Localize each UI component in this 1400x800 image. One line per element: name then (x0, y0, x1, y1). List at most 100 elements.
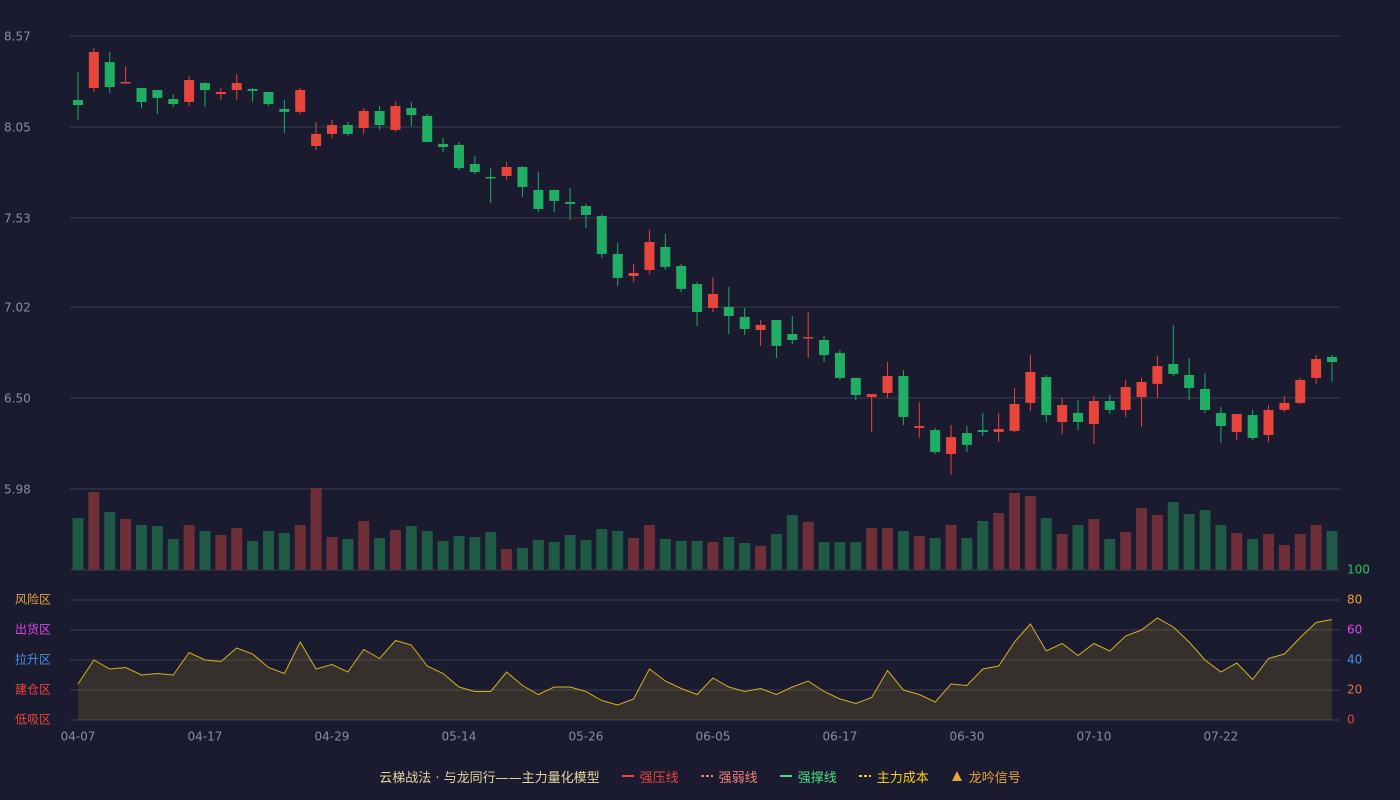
volume-bar (1040, 518, 1052, 570)
volume-bar (913, 536, 925, 570)
legend-item: 主力成本 (858, 767, 929, 786)
candle-body (549, 189, 560, 201)
x-tick-label: 06-05 (695, 730, 730, 744)
legend-title: 云梯战法 · 与龙同行——主力量化模型 (379, 770, 600, 786)
volume-bar (707, 542, 719, 570)
y-tick-label: 6.50 (4, 392, 31, 406)
volume-bar (1088, 519, 1100, 570)
candle-body (787, 334, 798, 340)
candle-body (565, 201, 576, 204)
y2-tick-label: 40 (1347, 653, 1362, 667)
candle-body (628, 272, 639, 276)
candle-body (612, 253, 623, 278)
volume-bar (1278, 545, 1290, 570)
x-tick-label: 07-10 (1076, 730, 1111, 744)
volume-bar (501, 549, 513, 570)
candle-body (834, 352, 845, 378)
candle-body (438, 143, 449, 148)
x-tick-label: 04-17 (188, 730, 223, 744)
candle-body (517, 167, 528, 187)
candle-body (73, 100, 83, 106)
legend-symbol (700, 775, 713, 777)
candle-body (199, 83, 210, 91)
candle-body (707, 293, 718, 308)
volume-bar (183, 525, 195, 570)
candle-body (295, 90, 306, 112)
volume-bar (72, 518, 84, 570)
candle-body (739, 316, 750, 329)
legend-label: 强压线 (639, 770, 679, 786)
candle-body (247, 88, 258, 91)
candle-body (723, 306, 734, 317)
candle-body (533, 189, 544, 209)
volume-bar (564, 535, 576, 570)
volume-bar (1072, 525, 1084, 570)
candle-body (819, 339, 830, 356)
candle-body (1311, 359, 1322, 378)
volume-bar (1326, 531, 1338, 570)
y-tick-label: 8.05 (4, 120, 31, 134)
volume-bar (929, 538, 941, 570)
volume-bar (786, 515, 798, 570)
candle-body (120, 81, 131, 84)
candle-body (1025, 371, 1036, 403)
volume-bar (1215, 525, 1227, 570)
x-tick-label: 05-26 (569, 730, 604, 744)
volume-bar (453, 536, 465, 570)
candle-body (453, 144, 464, 169)
candle-body (152, 90, 163, 98)
candle-body (1184, 374, 1195, 388)
candle-body (1200, 388, 1211, 410)
volume-bar (1120, 532, 1132, 570)
legend: 云梯战法 · 与龙同行——主力量化模型 强压线 强弱线 强撑线 主力成本 龙吟信号 (0, 764, 1400, 788)
candle-body (866, 394, 877, 398)
volume-bar (278, 533, 290, 570)
volume-bar (104, 512, 116, 570)
y-tick-label: 5.98 (4, 483, 31, 497)
candle-body (644, 242, 655, 271)
candle-body (104, 62, 115, 88)
volume-bar (1104, 539, 1116, 570)
candle-body (882, 376, 893, 393)
candle-body (406, 108, 417, 116)
candle-body (946, 437, 957, 455)
candle-body (501, 167, 512, 176)
volume-bar (1199, 510, 1211, 570)
candle-body (184, 80, 195, 102)
volume-bar (532, 540, 544, 570)
zone-label: 拉升区 (15, 652, 51, 667)
volume-bar (659, 539, 671, 570)
candle-body (326, 125, 337, 134)
candle-body (1104, 401, 1115, 410)
zone-label: 风险区 (15, 592, 51, 607)
volume-bar (628, 538, 640, 570)
volume-bar (818, 542, 830, 570)
volume-bar (580, 540, 592, 570)
candle-body (596, 215, 607, 254)
volume-bar (199, 531, 211, 570)
volume-bar (548, 542, 560, 570)
candle-body (977, 430, 988, 432)
candle-body (1057, 405, 1068, 423)
candle-body (914, 426, 925, 428)
legend-item: 强弱线 (700, 767, 758, 786)
candle-body (231, 83, 242, 91)
candle-body (390, 105, 401, 130)
legend-label: 强弱线 (718, 770, 758, 786)
volume-bar (643, 525, 655, 570)
candle-body (961, 433, 972, 445)
x-tick-label: 04-29 (315, 730, 350, 744)
candle-body (1009, 403, 1020, 431)
candle-body (898, 376, 909, 417)
zone-label: 出货区 (15, 622, 51, 637)
volume-bar (1151, 515, 1163, 570)
candle-body (930, 430, 941, 452)
candle-body (1279, 402, 1290, 410)
volume-bar (421, 531, 433, 570)
x-tick-label: 05-14 (442, 730, 477, 744)
candle-body (374, 111, 385, 126)
volume-bar (1294, 534, 1306, 570)
candle-body (88, 51, 99, 88)
legend-symbol (779, 775, 792, 777)
